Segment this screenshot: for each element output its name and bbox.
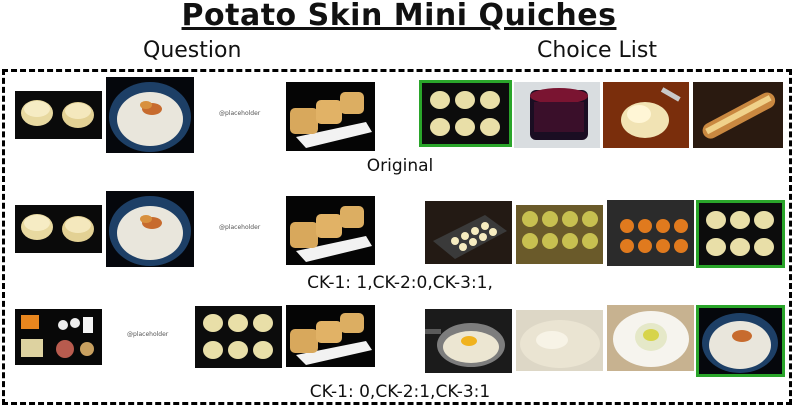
- question-image-bowl: [106, 77, 194, 153]
- row-caption-original: Original: [366, 156, 434, 176]
- choice-image-plated-egg[interactable]: [607, 305, 694, 371]
- page-title: Potato Skin Mini Quiches: [181, 0, 617, 33]
- row-caption-ck-scores: CK-1: 1,CK-2:0,CK-3:1,: [307, 273, 493, 293]
- choice-image-muffin-tray-selected[interactable]: [696, 200, 785, 268]
- placeholder-label: @placeholder: [127, 331, 169, 338]
- placeholder-label: @placeholder: [219, 110, 261, 117]
- question-image-muffin-tray: [195, 306, 282, 368]
- choice-image-mini-egg-muffins[interactable]: [516, 205, 603, 264]
- question-image-mini-quiches: [286, 82, 375, 151]
- choice-image-corn-cob[interactable]: [693, 82, 783, 148]
- question-image-potato-halves: [15, 205, 102, 253]
- question-image-bowl: [106, 191, 194, 267]
- choice-image-frying-pan[interactable]: [425, 309, 512, 373]
- question-image-potato-halves: [15, 91, 102, 139]
- question-header: Question: [143, 38, 242, 63]
- question-image-mini-quiches: [286, 196, 375, 265]
- placeholder-label: @placeholder: [219, 224, 261, 231]
- choice-list-header: Choice List: [537, 38, 657, 63]
- choice-image-cream-dessert[interactable]: [603, 82, 689, 148]
- choice-image-berry-dish[interactable]: [514, 82, 600, 148]
- choice-image-cream-sauce[interactable]: [516, 310, 603, 371]
- choice-image-oven-tray[interactable]: [425, 201, 512, 264]
- question-image-ingredients: [15, 309, 102, 365]
- question-image-mini-quiches: [286, 305, 375, 367]
- choice-image-orange-muffin-tin[interactable]: [607, 200, 694, 266]
- choice-image-bowl-selected[interactable]: [696, 305, 785, 377]
- dashed-frame: [2, 69, 792, 405]
- row-caption-ck-scores: CK-1: 0,CK-2:1,CK-3:1: [309, 382, 491, 402]
- choice-image-muffin-tray-selected[interactable]: [419, 80, 512, 147]
